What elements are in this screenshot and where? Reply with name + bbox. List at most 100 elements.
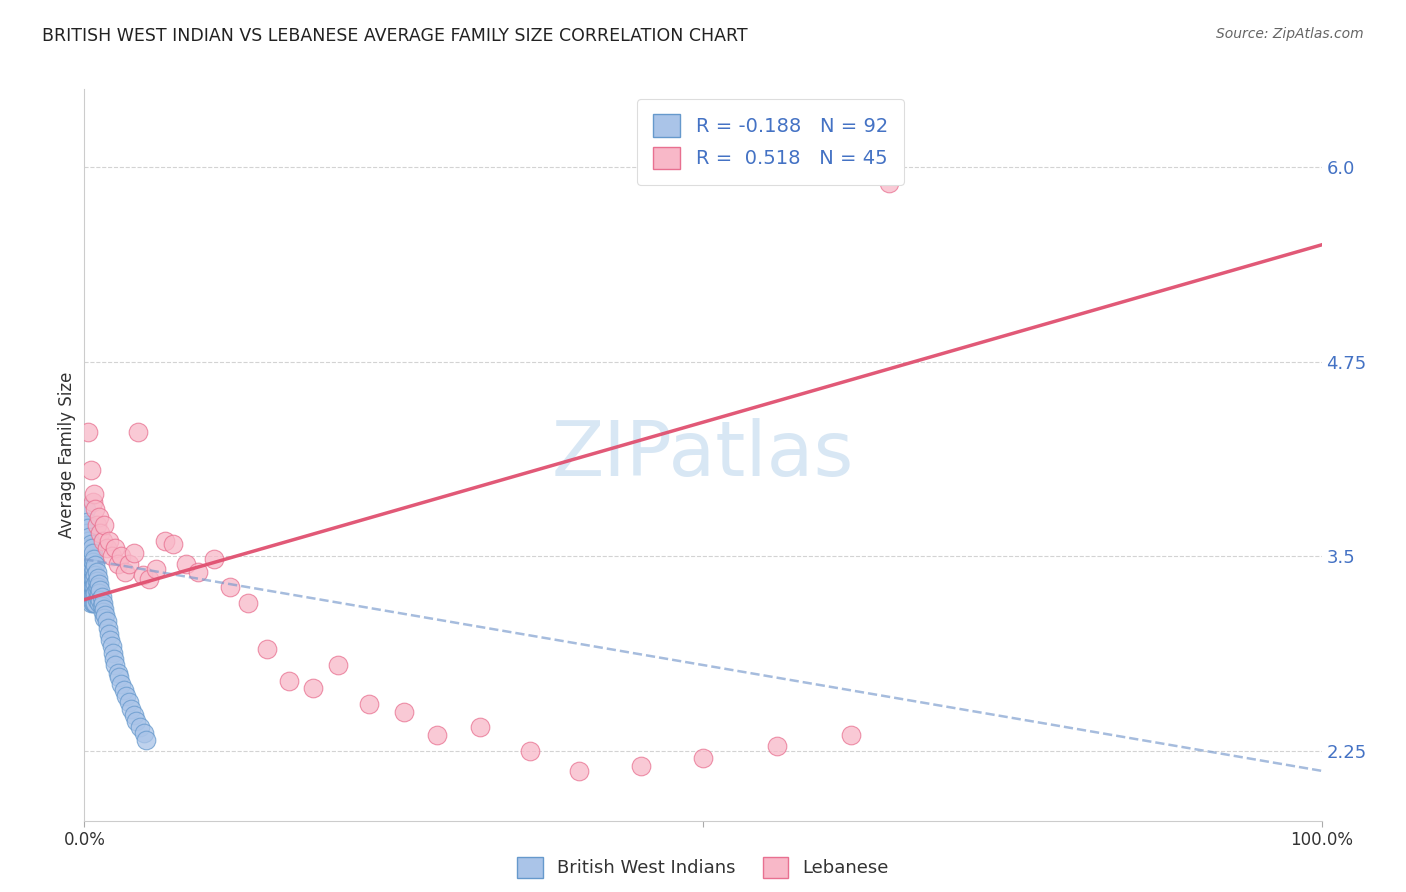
Point [187,565,209,579]
Point [100,549,122,563]
Point [122,546,145,560]
Point [86,583,108,598]
Point [101,646,124,660]
Point [91,533,114,548]
Point [98,633,121,648]
Point [470,720,492,734]
Point [89,592,111,607]
Point [96,615,118,629]
Point [86,574,108,588]
Point [90,590,112,604]
Point [98,533,121,548]
Point [82,565,104,579]
Point [93,518,115,533]
Point [83,487,105,501]
Point [129,720,152,734]
Point [80,580,103,594]
Point [76,552,98,566]
Text: BRITISH WEST INDIAN VS LEBANESE AVERAGE FAMILY SIZE CORRELATION CHART: BRITISH WEST INDIAN VS LEBANESE AVERAGE … [42,27,748,45]
Point [79,596,101,610]
Point [83,596,105,610]
Point [107,665,129,680]
Point [277,673,299,688]
Point [108,670,131,684]
Point [83,588,105,602]
Point [79,555,101,569]
Point [326,658,349,673]
Point [83,571,105,585]
Point [110,549,132,563]
Point [219,580,242,594]
Text: Source: ZipAtlas.com: Source: ZipAtlas.com [1216,27,1364,41]
Point [79,573,101,587]
Point [79,530,101,544]
Point [82,596,104,610]
Point [174,557,197,571]
Point [357,697,380,711]
Point [84,596,107,610]
Point [104,541,127,556]
Point [131,567,153,582]
Point [79,561,101,575]
Point [89,583,111,598]
Point [79,546,101,560]
Point [107,557,129,571]
Point [87,580,110,594]
Y-axis label: Average Family Size: Average Family Size [58,372,76,538]
Point [94,608,117,623]
Point [80,552,103,566]
Point [79,536,101,550]
Point [122,707,145,722]
Point [82,494,104,508]
Point [77,567,100,582]
Point [692,751,714,765]
Point [91,596,114,610]
Point [86,565,108,579]
Point [79,552,101,566]
Text: ZIPatlas: ZIPatlas [551,418,855,491]
Point [79,588,101,602]
Point [135,732,157,747]
Point [91,605,114,619]
Point [82,546,104,560]
Point [103,652,125,666]
Point [132,726,155,740]
Point [110,676,132,690]
Point [138,573,160,587]
Point [841,728,863,742]
Point [89,577,111,591]
Point [87,590,110,604]
Point [83,552,105,566]
Point [76,541,98,556]
Point [79,571,101,585]
Point [80,588,103,602]
Point [766,739,789,753]
Point [630,759,652,773]
Point [89,596,111,610]
Point [96,541,118,556]
Point [86,518,108,533]
Point [98,627,121,641]
Point [519,743,541,757]
Point [86,592,108,607]
Point [426,728,449,742]
Point [79,565,101,579]
Point [162,536,184,550]
Point [82,573,104,587]
Point [114,565,136,579]
Point [77,533,100,548]
Point [77,521,100,535]
Point [84,502,107,516]
Point [80,571,103,585]
Point [77,546,100,560]
Point [79,463,101,477]
Point [93,602,115,616]
Point [392,705,415,719]
Point [80,541,103,556]
Point [118,557,141,571]
Point [236,596,259,610]
Point [79,588,101,602]
Point [83,580,105,594]
Point [256,642,278,657]
Point [76,565,98,579]
